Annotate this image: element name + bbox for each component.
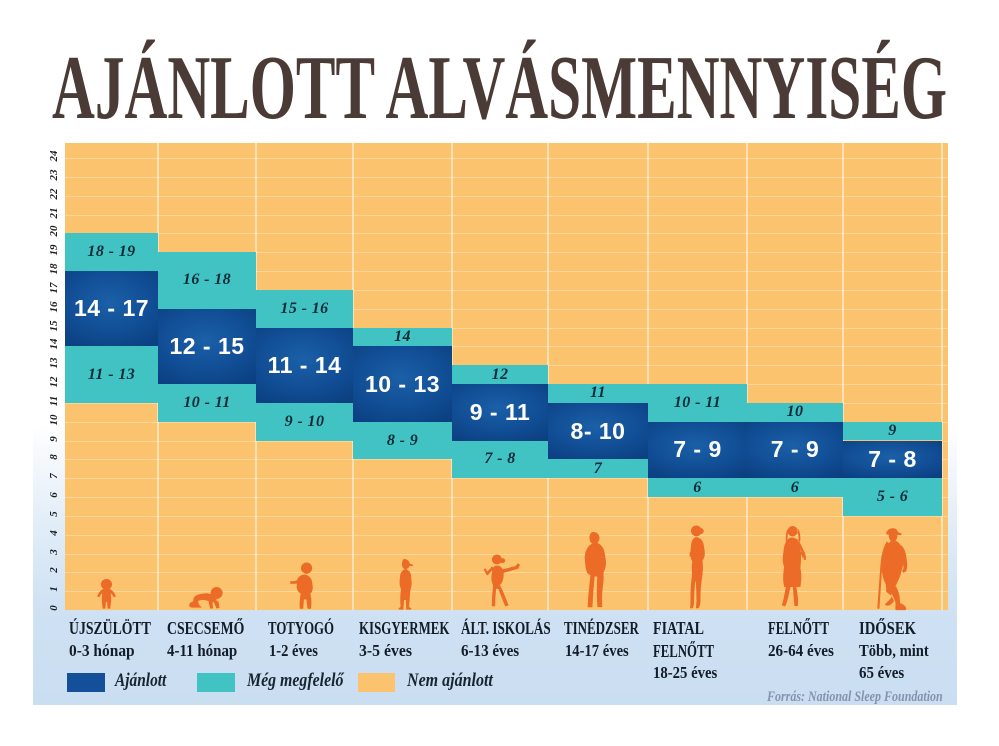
svg-text:AJÁNLOTT ALVÁSMENNYISÉG: AJÁNLOTT ALVÁSMENNYISÉG xyxy=(52,37,947,138)
